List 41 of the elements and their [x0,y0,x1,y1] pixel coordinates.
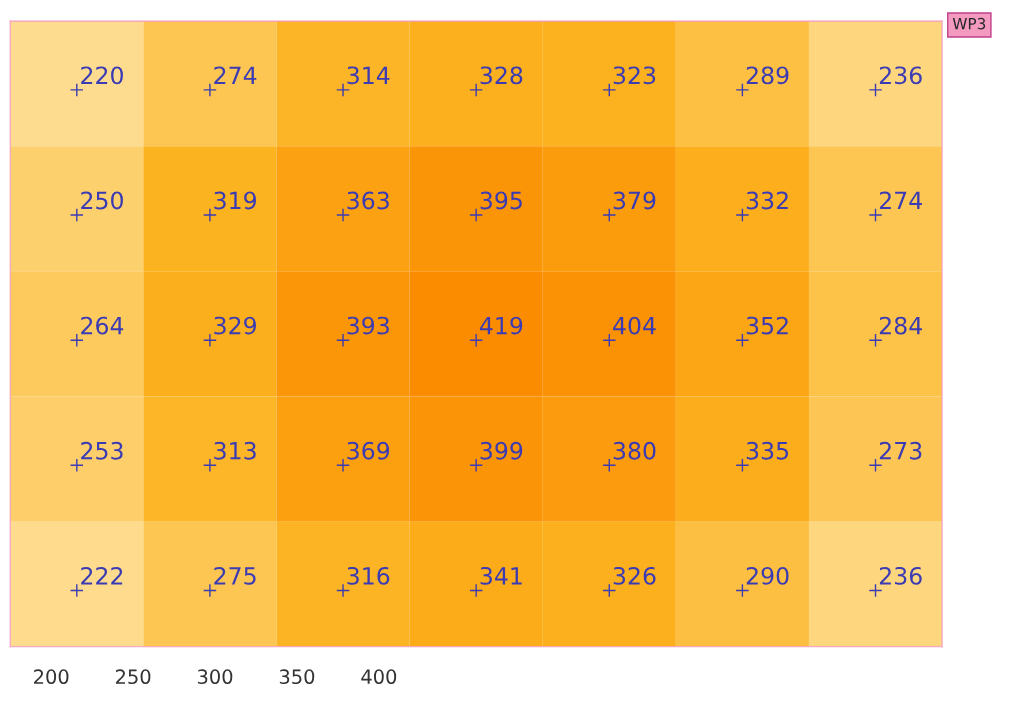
data-label: 380 [613,441,656,460]
data-label: 329 [214,316,256,335]
data-label: 335 [746,441,789,460]
data-label: 290 [746,566,789,585]
text: 200 [34,669,69,685]
data-label: 274 [214,66,257,84]
data-label: 404 [613,316,656,335]
data-label: 222 [81,566,123,585]
data-label: 319 [214,191,256,210]
text: 250 [115,669,151,685]
text: 400 [361,669,397,685]
data-label: 284 [879,316,922,335]
data-label: 289 [746,66,789,85]
data-label: 326 [613,566,656,585]
data-label: 253 [81,441,123,460]
data-label: 369 [347,441,390,460]
data-label: 379 [613,191,656,210]
data-label: 274 [879,191,922,210]
data-label: 236 [879,66,922,85]
data-label: 250 [81,191,123,210]
data-label: 395 [480,191,522,210]
data-label: 264 [81,316,124,335]
data-label: 352 [746,316,788,335]
data-label: 316 [347,566,390,585]
data-label: 341 [480,566,522,585]
data-label: 393 [347,316,389,335]
data-label: 314 [347,66,390,85]
data-label: 220 [81,66,123,85]
data-label: 323 [613,66,656,85]
chart-title: WP3 [952,17,986,30]
data-label: 399 [480,441,523,460]
data-label: 273 [879,441,922,460]
data-label: 419 [479,316,523,335]
data-label: 275 [214,566,256,585]
text: 300 [197,669,233,685]
text: 350 [279,669,315,685]
data-label: 313 [214,441,256,460]
data-label: 332 [746,191,788,210]
data-label: 363 [347,191,389,210]
data-label: 328 [480,66,523,85]
data-label: 236 [879,566,922,585]
